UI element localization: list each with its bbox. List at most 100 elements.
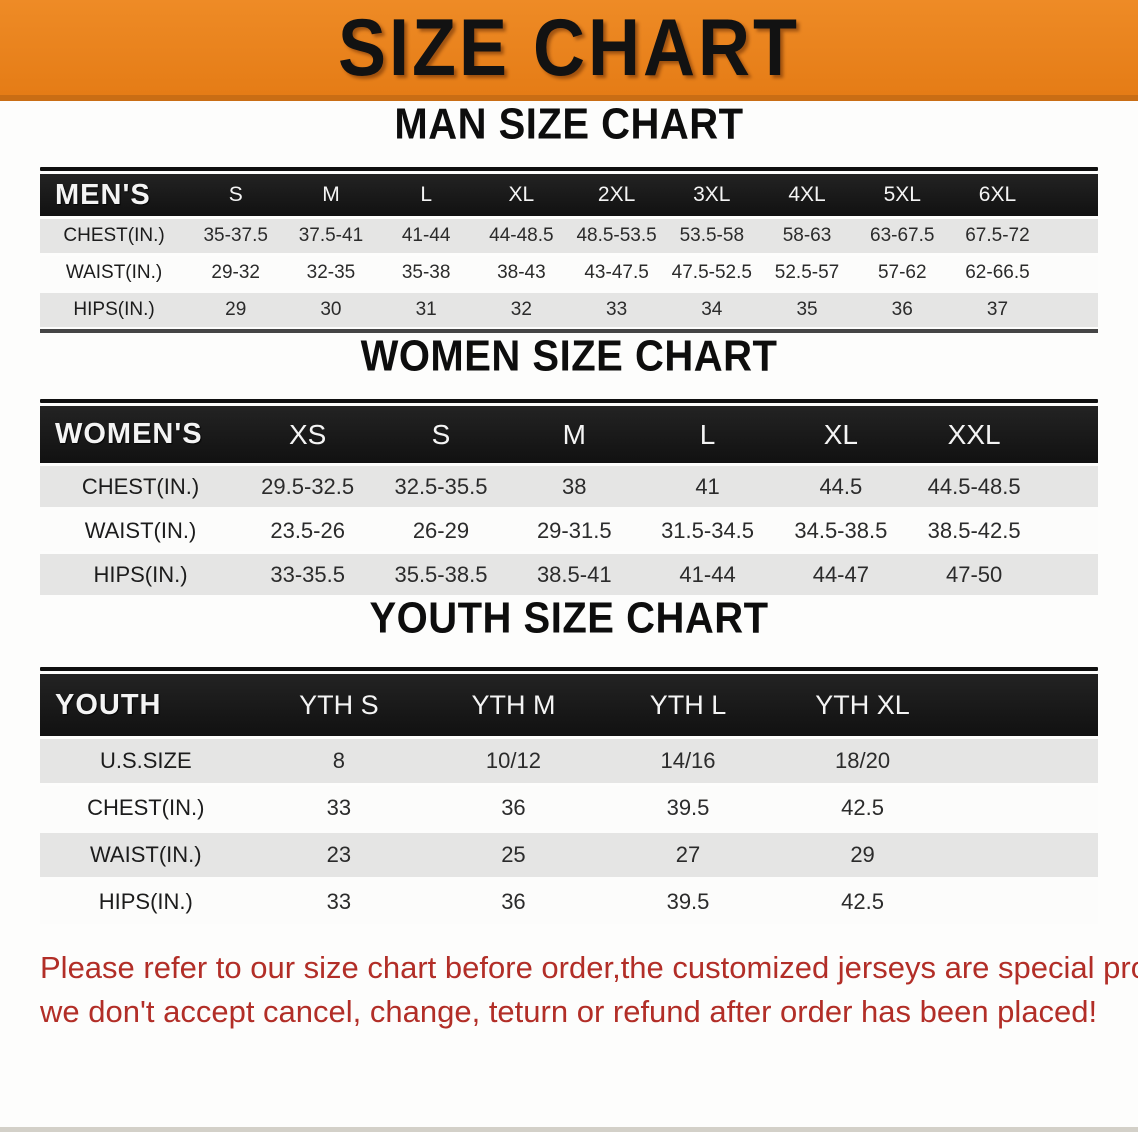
value-cell: 41-44 bbox=[401, 225, 451, 246]
value-cell: 8 bbox=[332, 748, 345, 773]
disclaimer-line-2: we don't accept cancel, change, teturn o… bbox=[40, 994, 1098, 1029]
women-header-label: WOMEN'S bbox=[55, 418, 203, 450]
table-row: HIPS(IN.) 33 36 39.5 42.5 bbox=[40, 877, 1098, 924]
value-cell: 57-62 bbox=[877, 262, 927, 283]
table-row: U.S.SIZE 8 10/12 14/16 18/20 bbox=[40, 736, 1098, 783]
row-label-cell: U.S.SIZE bbox=[99, 748, 192, 773]
value-cell: 37 bbox=[986, 299, 1009, 320]
value-cell: 10/12 bbox=[485, 748, 541, 773]
value-cell: 31.5-34.5 bbox=[661, 517, 755, 543]
value-cell: 53.5-58 bbox=[679, 225, 745, 246]
row-label-cell: CHEST(IN.) bbox=[81, 473, 200, 499]
row-label-cell: HIPS(IN.) bbox=[73, 299, 155, 320]
value-cell: 26-29 bbox=[412, 517, 470, 543]
value-cell: 52.5-57 bbox=[774, 262, 840, 283]
column-header-cell: YTH S bbox=[299, 689, 379, 720]
value-cell: 38-43 bbox=[497, 262, 546, 283]
value-cell: 38 bbox=[562, 473, 587, 499]
value-cell: 35 bbox=[796, 299, 818, 320]
column-header-cell: 6XL bbox=[978, 183, 1017, 206]
value-cell: 25 bbox=[501, 842, 526, 867]
table-row: WAIST(IN.) 23.5-26 26-29 29-31.5 31.5-34… bbox=[40, 507, 1098, 551]
table-top-border bbox=[40, 667, 1098, 671]
column-header-cell: XXL bbox=[947, 418, 1001, 450]
value-cell: 41-44 bbox=[679, 561, 736, 587]
youth-size-section: YOUTH SIZE CHART YOUTH YTH S YTH M YTH L… bbox=[0, 593, 1138, 924]
table-top-border bbox=[40, 167, 1098, 171]
column-header-cell: 3XL bbox=[693, 183, 731, 206]
value-cell: 38.5-41 bbox=[536, 561, 612, 587]
value-cell: 27 bbox=[675, 842, 701, 867]
youth-header-label: YOUTH bbox=[55, 688, 162, 721]
men-table-header-row: MEN'S S M L XL 2XL 3XL 4XL 5XL 6XL bbox=[40, 174, 1098, 216]
page-title: SIZE CHART bbox=[338, 2, 800, 93]
value-cell: 29 bbox=[850, 842, 875, 867]
value-cell: 31 bbox=[415, 299, 437, 320]
banner: SIZE CHART bbox=[0, 0, 1138, 101]
value-cell: 42.5 bbox=[841, 889, 884, 914]
table-row: WAIST(IN.) 29-32 32-35 35-38 38-43 43-47… bbox=[40, 253, 1098, 290]
women-size-table: WOMEN'S XS S M L XL XXL CHEST(IN.) 29.5-… bbox=[40, 399, 1098, 595]
value-cell: 29 bbox=[225, 299, 247, 320]
value-cell: 23 bbox=[326, 842, 352, 867]
row-label-cell: CHEST(IN.) bbox=[63, 225, 165, 246]
value-cell: 33 bbox=[326, 889, 352, 914]
row-label-cell: WAIST(IN.) bbox=[89, 842, 202, 867]
value-cell: 38.5-42.5 bbox=[927, 517, 1021, 543]
column-header-cell: XL bbox=[508, 183, 535, 206]
column-header-cell: XS bbox=[288, 418, 327, 450]
column-header-cell: XL bbox=[823, 418, 858, 450]
row-label-cell: WAIST(IN.) bbox=[65, 262, 163, 283]
youth-size-table: YOUTH YTH S YTH M YTH L YTH XL U.S.SIZE … bbox=[40, 667, 1098, 924]
column-header-cell: S bbox=[431, 418, 451, 450]
table-row: CHEST(IN.) 35-37.5 37.5-41 41-44 44-48.5… bbox=[40, 216, 1098, 253]
women-table-header-row: WOMEN'S XS S M L XL XXL bbox=[40, 406, 1098, 463]
value-cell: 33 bbox=[326, 795, 352, 820]
value-cell: 47.5-52.5 bbox=[671, 262, 752, 283]
disclaimer: Please refer to our size chart before or… bbox=[40, 946, 1138, 1034]
value-cell: 33 bbox=[606, 299, 628, 320]
value-cell: 29-32 bbox=[211, 262, 261, 283]
disclaimer-line-1: Please refer to our size chart before or… bbox=[40, 950, 1138, 985]
value-cell: 23.5-26 bbox=[270, 517, 345, 543]
value-cell: 44.5 bbox=[819, 473, 863, 499]
column-header-cell: S bbox=[228, 183, 243, 206]
value-cell: 35-38 bbox=[401, 262, 451, 283]
men-size-table: MEN'S S M L XL 2XL 3XL 4XL 5XL 6XL CHEST… bbox=[40, 167, 1098, 333]
row-label-cell: CHEST(IN.) bbox=[87, 795, 205, 820]
value-cell: 37.5-41 bbox=[298, 225, 364, 246]
youth-table-header-row: YOUTH YTH S YTH M YTH L YTH XL bbox=[40, 674, 1098, 736]
value-cell: 62-66.5 bbox=[965, 262, 1030, 283]
image-bottom-edge bbox=[0, 1127, 1138, 1132]
value-cell: 35.5-38.5 bbox=[394, 561, 488, 587]
column-header-cell: YTH L bbox=[649, 689, 727, 720]
value-cell: 39.5 bbox=[666, 889, 710, 914]
value-cell: 47-50 bbox=[946, 561, 1003, 587]
value-cell: 34 bbox=[701, 299, 723, 320]
table-top-border bbox=[40, 399, 1098, 403]
men-section-title: MAN SIZE CHART bbox=[394, 99, 744, 149]
value-cell: 36 bbox=[891, 299, 913, 320]
table-row: CHEST(IN.) 33 36 39.5 42.5 bbox=[40, 783, 1098, 830]
value-cell: 48.5-53.5 bbox=[576, 225, 657, 246]
value-cell: 35-37.5 bbox=[203, 225, 268, 246]
column-header-cell: YTH M bbox=[471, 689, 556, 720]
value-cell: 32-35 bbox=[306, 262, 356, 283]
row-label-cell: WAIST(IN.) bbox=[84, 517, 197, 543]
value-cell: 44.5-48.5 bbox=[927, 473, 1021, 499]
value-cell: 36 bbox=[501, 795, 526, 820]
value-cell: 63-67.5 bbox=[870, 225, 935, 246]
women-section-title: WOMEN SIZE CHART bbox=[360, 331, 778, 381]
value-cell: 33-35.5 bbox=[270, 561, 345, 587]
value-cell: 36 bbox=[501, 889, 526, 914]
value-cell: 44-48.5 bbox=[489, 225, 554, 246]
value-cell: 18/20 bbox=[835, 748, 891, 773]
column-header-cell: M bbox=[562, 418, 586, 450]
table-row: CHEST(IN.) 29.5-32.5 32.5-35.5 38 41 44.… bbox=[40, 463, 1098, 507]
value-cell: 29-31.5 bbox=[536, 517, 612, 543]
women-size-section: WOMEN SIZE CHART WOMEN'S XS S M L XL XXL… bbox=[0, 331, 1138, 595]
row-label-cell: HIPS(IN.) bbox=[98, 889, 193, 914]
value-cell: 34.5-38.5 bbox=[794, 517, 888, 543]
youth-section-title: YOUTH SIZE CHART bbox=[369, 593, 769, 643]
